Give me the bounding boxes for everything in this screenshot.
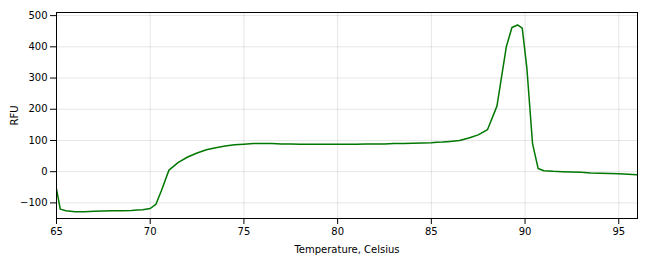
svg-text:−100: −100 [20, 197, 47, 208]
svg-text:Temperature, Celsius: Temperature, Celsius [293, 244, 399, 255]
svg-text:95: 95 [612, 226, 625, 237]
svg-text:70: 70 [144, 226, 157, 237]
svg-text:0: 0 [41, 166, 47, 177]
svg-text:85: 85 [425, 226, 438, 237]
svg-text:80: 80 [331, 226, 344, 237]
svg-text:100: 100 [28, 135, 47, 146]
svg-text:400: 400 [28, 41, 47, 52]
svg-text:300: 300 [28, 72, 47, 83]
svg-text:RFU: RFU [9, 105, 20, 125]
svg-text:75: 75 [238, 226, 251, 237]
svg-text:65: 65 [50, 226, 63, 237]
svg-text:500: 500 [28, 10, 47, 21]
svg-text:90: 90 [519, 226, 532, 237]
svg-text:200: 200 [28, 103, 47, 114]
